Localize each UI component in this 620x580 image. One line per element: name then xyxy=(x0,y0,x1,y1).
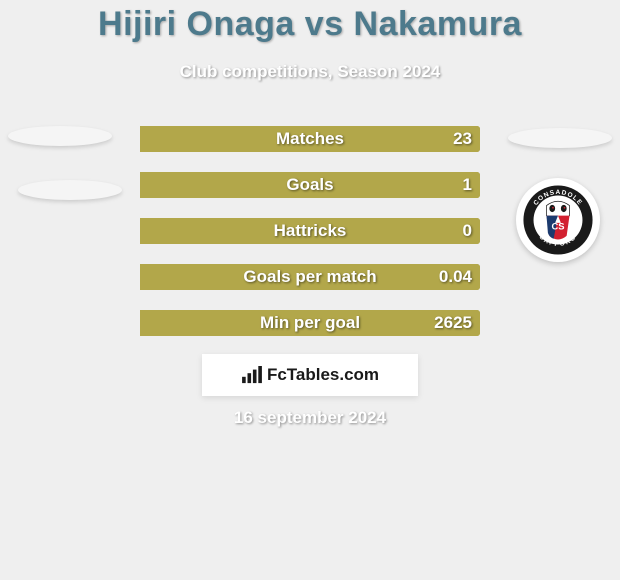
subtitle: Club competitions, Season 2024 xyxy=(0,62,620,82)
stat-value-right: 23 xyxy=(453,129,472,149)
stat-label: Min per goal xyxy=(140,313,480,333)
stat-value-right: 0 xyxy=(463,221,472,241)
club-badge-icon: CONSADOLE SAPPORO CS xyxy=(522,184,594,256)
stat-row: Hattricks0 xyxy=(140,218,480,244)
stat-value-right: 2625 xyxy=(434,313,472,333)
date-text: 16 september 2024 xyxy=(0,408,620,428)
stat-row: Matches23 xyxy=(140,126,480,152)
svg-text:CS: CS xyxy=(551,221,564,231)
stat-label: Hattricks xyxy=(140,221,480,241)
stats-area: Matches23 Goals1 Hattricks0 Goals per match… xyxy=(140,126,480,356)
player-left-avatar-placeholder-1 xyxy=(8,126,112,146)
player-right-avatar-placeholder xyxy=(508,128,612,148)
stat-label: Goals per match xyxy=(140,267,480,287)
player-left-avatar-placeholder-2 xyxy=(18,180,122,200)
watermark-text: FcTables.com xyxy=(267,365,379,385)
stat-label: Goals xyxy=(140,175,480,195)
page-title: Hijiri Onaga vs Nakamura xyxy=(0,5,620,44)
bar-chart-icon xyxy=(241,366,263,384)
stat-row: Min per goal2625 xyxy=(140,310,480,336)
stat-label: Matches xyxy=(140,129,480,149)
stat-value-right: 1 xyxy=(463,175,472,195)
comparison-card: Hijiri Onaga vs Nakamura Club competitio… xyxy=(0,0,620,580)
stat-value-right: 0.04 xyxy=(439,267,472,287)
stat-row: Goals1 xyxy=(140,172,480,198)
watermark: FcTables.com xyxy=(202,354,418,396)
stat-row: Goals per match0.04 xyxy=(140,264,480,290)
club-badge: CONSADOLE SAPPORO CS xyxy=(516,178,600,262)
